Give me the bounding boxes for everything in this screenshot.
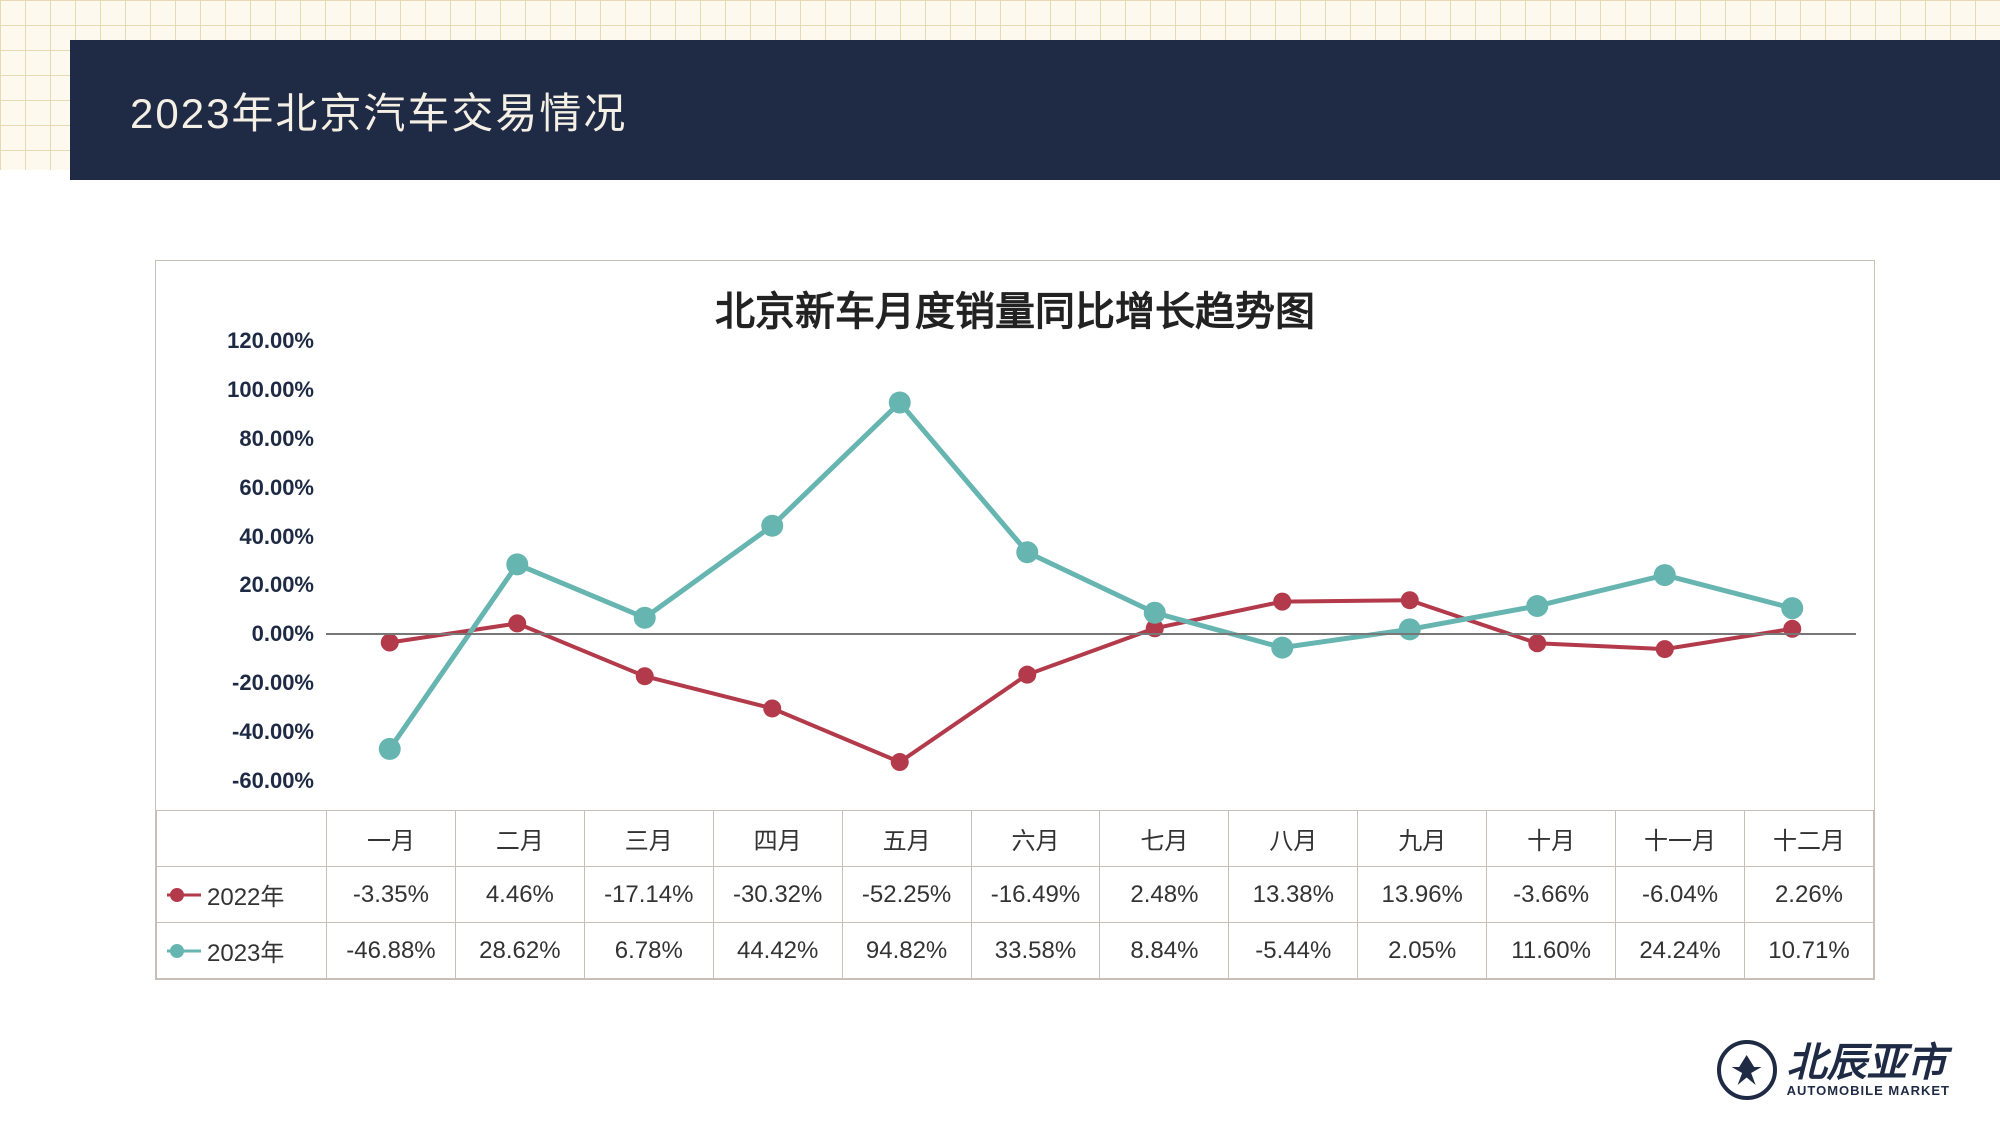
- data-point: [761, 515, 783, 537]
- category-header: 二月: [455, 811, 584, 867]
- y-axis-label: 100.00%: [227, 377, 314, 403]
- data-cell: 6.78%: [584, 923, 713, 979]
- data-cell: 44.42%: [713, 923, 842, 979]
- data-point: [763, 699, 781, 717]
- data-cell: 10.71%: [1744, 923, 1873, 979]
- data-point: [889, 392, 911, 414]
- data-point: [1144, 602, 1166, 624]
- chart-title: 北京新车月度销量同比增长趋势图: [156, 261, 1874, 347]
- data-cell: -17.14%: [584, 867, 713, 923]
- data-point: [1528, 634, 1546, 652]
- data-cell: 13.96%: [1358, 867, 1487, 923]
- data-point: [1273, 593, 1291, 611]
- data-point: [634, 607, 656, 629]
- y-axis-label: 60.00%: [239, 475, 314, 501]
- data-point: [1399, 618, 1421, 640]
- category-header: 九月: [1358, 811, 1487, 867]
- y-axis-label: 80.00%: [239, 426, 314, 452]
- y-axis-label: -40.00%: [232, 719, 314, 745]
- data-cell: 2.26%: [1744, 867, 1873, 923]
- data-cell: 28.62%: [455, 923, 584, 979]
- data-cell: -30.32%: [713, 867, 842, 923]
- category-header: 三月: [584, 811, 713, 867]
- data-point: [1271, 637, 1293, 659]
- category-header: 四月: [713, 811, 842, 867]
- plot-area: -60.00%-40.00%-20.00%0.00%20.00%40.00%60…: [326, 341, 1856, 781]
- y-axis-label: 40.00%: [239, 524, 314, 550]
- data-point: [1654, 564, 1676, 586]
- brand-logo: 北辰亚市 AUTOMOBILE MARKET: [1717, 1040, 1950, 1100]
- title-bar: 2023年北京汽车交易情况: [70, 40, 2000, 180]
- data-table: 一月二月三月四月五月六月七月八月九月十月十一月十二月 2022年-3.35%4.4…: [156, 810, 1874, 979]
- category-header: 六月: [971, 811, 1100, 867]
- series-line: [390, 600, 1793, 762]
- data-point: [1656, 640, 1674, 658]
- category-header: 十一月: [1616, 811, 1745, 867]
- logo-text-en: AUTOMOBILE MARKET: [1787, 1083, 1950, 1098]
- data-point: [1016, 541, 1038, 563]
- data-cell: 33.58%: [971, 923, 1100, 979]
- logo-text: 北辰亚市 AUTOMOBILE MARKET: [1787, 1043, 1950, 1098]
- data-cell: -52.25%: [842, 867, 971, 923]
- page-title: 2023年北京汽车交易情况: [130, 80, 627, 141]
- data-cell: -16.49%: [971, 867, 1100, 923]
- data-cell: 13.38%: [1229, 867, 1358, 923]
- y-axis-label: -60.00%: [232, 768, 314, 794]
- data-cell: 2.05%: [1358, 923, 1487, 979]
- data-cell: 2.48%: [1100, 867, 1229, 923]
- data-cell: 94.82%: [842, 923, 971, 979]
- y-axis-label: 0.00%: [252, 621, 314, 647]
- data-point: [508, 614, 526, 632]
- chart-svg: [326, 341, 1856, 781]
- zero-line: [326, 633, 1856, 635]
- logo-icon: [1717, 1040, 1777, 1100]
- category-header: 七月: [1100, 811, 1229, 867]
- category-header: 一月: [327, 811, 456, 867]
- data-cell: 8.84%: [1100, 923, 1229, 979]
- table-corner: [157, 811, 327, 867]
- data-point: [1401, 591, 1419, 609]
- data-point: [1526, 595, 1548, 617]
- data-point: [636, 667, 654, 685]
- y-axis-label: 120.00%: [227, 328, 314, 354]
- logo-text-cn: 北辰亚市: [1787, 1043, 1950, 1083]
- category-header: 八月: [1229, 811, 1358, 867]
- y-axis-label: -20.00%: [232, 670, 314, 696]
- data-cell: 11.60%: [1487, 923, 1616, 979]
- data-point: [1781, 597, 1803, 619]
- data-cell: -3.35%: [327, 867, 456, 923]
- series-label: 2022年: [157, 867, 327, 923]
- category-header: 十二月: [1744, 811, 1873, 867]
- data-cell: -5.44%: [1229, 923, 1358, 979]
- chart-container: 北京新车月度销量同比增长趋势图 -60.00%-40.00%-20.00%0.0…: [155, 260, 1875, 980]
- data-cell: 4.46%: [455, 867, 584, 923]
- series-line: [390, 403, 1793, 749]
- data-cell: -6.04%: [1616, 867, 1745, 923]
- data-cell: 24.24%: [1616, 923, 1745, 979]
- y-axis-label: 20.00%: [239, 572, 314, 598]
- data-cell: -3.66%: [1487, 867, 1616, 923]
- data-point: [506, 553, 528, 575]
- data-point: [381, 634, 399, 652]
- category-header: 五月: [842, 811, 971, 867]
- data-point: [891, 753, 909, 771]
- category-header: 十月: [1487, 811, 1616, 867]
- series-label: 2023年: [157, 923, 327, 979]
- data-cell: -46.88%: [327, 923, 456, 979]
- data-point: [1018, 666, 1036, 684]
- data-point: [379, 738, 401, 760]
